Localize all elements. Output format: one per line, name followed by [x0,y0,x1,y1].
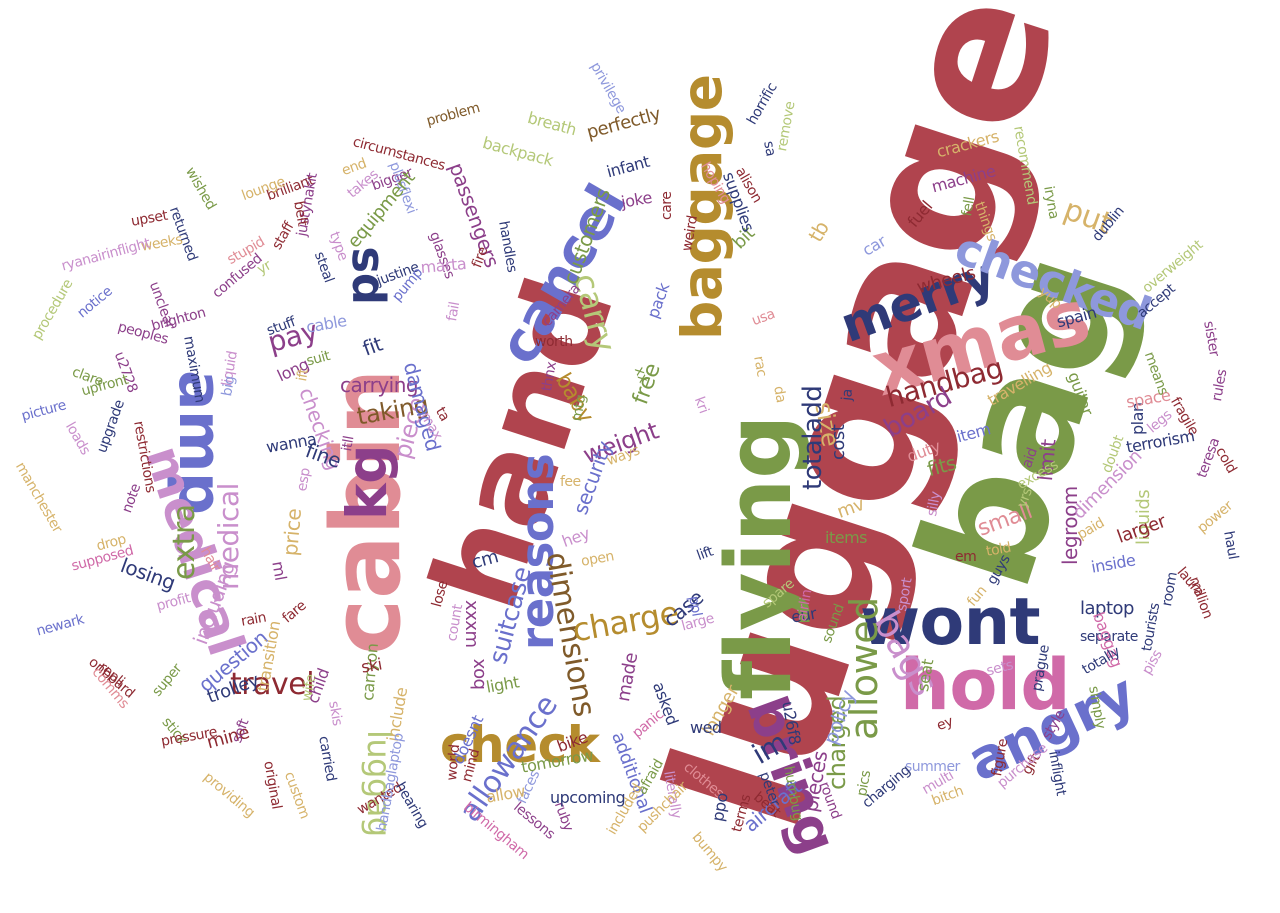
word-check: check [440,716,600,774]
word-custom: custom [280,769,313,821]
word-manchester: manchester [12,459,66,536]
word-rules: rules [1209,368,1231,403]
word-told: told [984,539,1013,560]
word-care: care [659,191,675,220]
word-big: big [219,374,239,398]
word-hold: hold [900,644,1071,726]
word-bumpy: bumpy [688,829,731,875]
word-problem: problem [424,99,482,130]
word-charge: charge [569,593,682,650]
word-haul: haul [1220,529,1241,561]
word-legroom: legroom [1058,486,1082,565]
word-original: original [260,759,285,811]
word-horrific: horrific [744,80,781,128]
word-price: price [278,507,307,557]
word-em: em [955,549,977,565]
word-backpack: backpack [480,133,556,171]
word-da: da [770,384,789,404]
word-upgrade: upgrade [94,397,128,456]
word-carrying: carrying [340,373,419,397]
word-itll: itll [339,434,358,453]
word-carried: carried [315,734,339,783]
word-fell: fell [959,195,979,218]
word-esp: esp [294,466,314,493]
word-handles: handles [495,219,520,274]
word-room: room [1159,571,1181,608]
word-wed: wed [690,718,722,737]
word-breath: breath [525,108,579,140]
word-light: light [484,672,521,697]
word-cable: cable [304,310,348,337]
word-worth: worth [535,334,573,350]
word-fare: fare [279,597,310,627]
word-sa: sa [760,139,779,158]
word-tourists: tourists [1139,601,1164,653]
word-baggage: baggage [670,74,734,340]
word-ppl: ppl [685,594,705,618]
word-made: made [613,651,643,704]
word-sister: sister [1200,319,1223,358]
word-upset: upset [129,207,169,230]
word-fail: fail [444,300,464,323]
word-ift: ift [294,367,312,383]
word-flying: flying [707,414,812,700]
word-belt: belt [290,199,311,228]
word-ml: ml [268,559,291,582]
word-ta: ta [432,404,453,424]
word-open: open [579,548,616,570]
word-usa: usa [749,306,777,330]
word-ja: ja [839,388,856,402]
word-joke: joke [619,187,654,212]
word-items: items [825,528,867,547]
word-hearing: hearing [392,779,431,831]
word-wished: wished [182,164,219,213]
word-picture: picture [19,397,68,425]
word-steal: steal [310,249,337,285]
word-separate: separate [1080,629,1138,645]
word-inside: inside [1089,550,1137,577]
word-rac: rac [750,354,770,378]
word-inflight: inflight [1045,749,1069,797]
word-pack: pack [643,280,674,321]
word-extra: extra [167,504,202,580]
word-silly: silly [924,490,945,518]
word-ryanairinflight: ryanairinflight [59,235,152,275]
word-super: super [149,661,186,700]
word-totaladd: totaladd [798,385,828,490]
word-summer: summer [905,759,960,775]
word-ski: ski [359,654,384,677]
word-travel: travel [230,667,315,702]
word-marta: marta [419,254,467,277]
word-procedure: procedure [29,276,77,343]
word-laptop: laptop [1080,598,1134,619]
word-remove: remove [774,100,799,153]
word-fit: fit [359,331,386,361]
word-fee: fee [560,474,581,490]
word-rain: rain [239,609,268,630]
word-providing: providing [200,769,258,821]
word-staff: staff [269,219,298,253]
word-notice: notice [74,283,116,322]
word-kri: kri [690,394,712,416]
word-iryna: iryna [1040,184,1062,220]
word-loads: loads [62,419,94,458]
word-note: note [119,481,145,516]
word-wont: wont [860,585,1041,660]
word-newark: newark [34,611,86,640]
word-infant: infant [604,151,652,182]
word-privilege: privilege [587,59,629,117]
word-upcoming: upcoming [550,788,626,807]
word-piss: piss [1139,647,1166,678]
word-cost: cost [828,424,849,460]
word-kg: kg [335,445,399,520]
word-skis: skis [325,699,346,727]
